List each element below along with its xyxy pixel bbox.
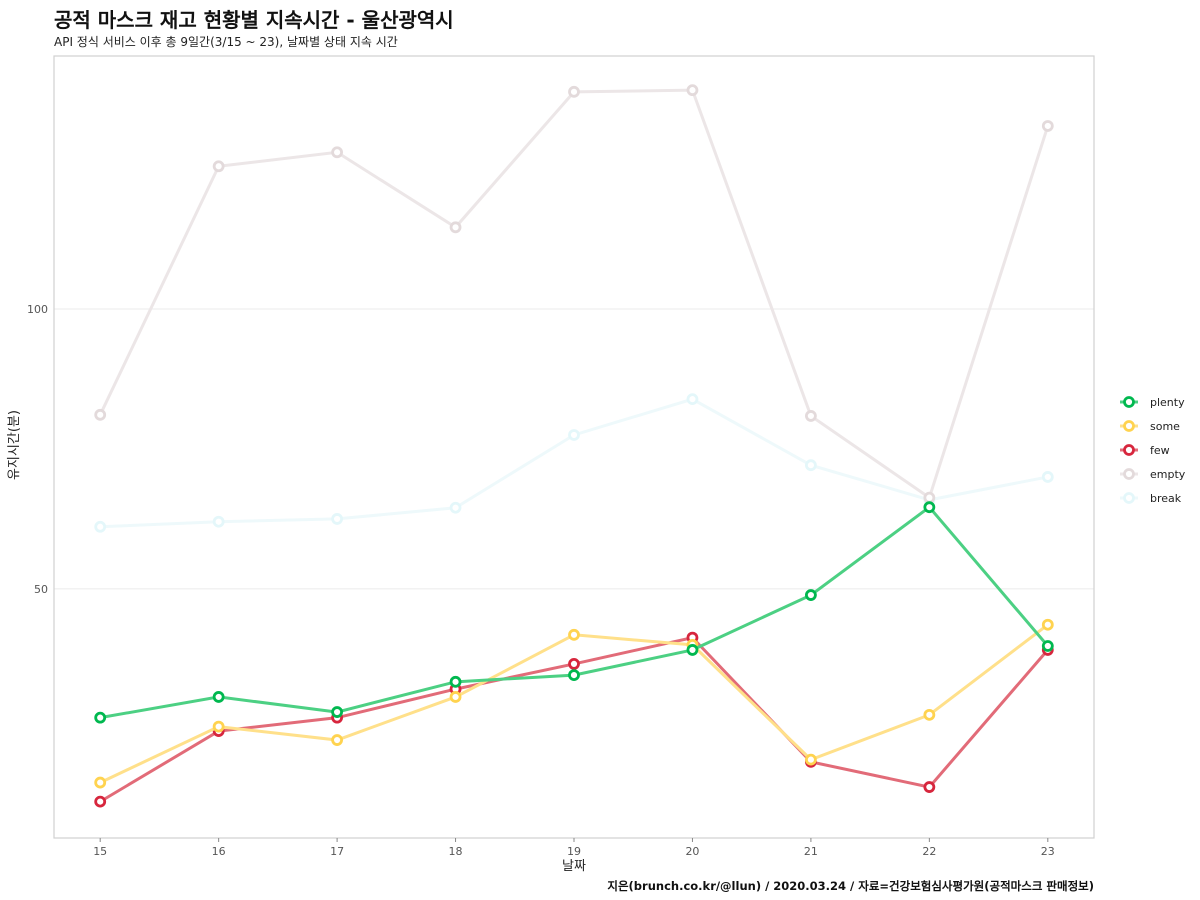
data-point-plenty — [923, 501, 936, 514]
series-some — [94, 618, 1054, 789]
chart-title: 공적 마스크 재고 현황별 지속시간 - 울산광역시 — [54, 8, 454, 32]
legend-item-some: some — [1120, 420, 1180, 433]
legend-label: few — [1150, 444, 1170, 457]
data-point-break — [686, 393, 699, 406]
chart-subtitle: API 정식 서비스 이후 총 9일간(3/15 ~ 23), 날짜별 상태 지… — [54, 35, 398, 49]
data-point-break — [449, 501, 462, 514]
data-point-empty — [805, 410, 817, 422]
legend-item-few: few — [1120, 444, 1170, 457]
data-point-plenty — [331, 706, 343, 718]
data-point-empty — [331, 146, 343, 159]
data-point-break — [1041, 471, 1054, 483]
data-point-some — [449, 691, 462, 703]
data-point-empty — [568, 85, 580, 98]
data-point-few — [568, 658, 580, 670]
x-tick-label: 21 — [804, 845, 818, 858]
x-axis-label: 날짜 — [562, 859, 586, 874]
data-point-break — [568, 429, 580, 441]
legend-label: plenty — [1150, 396, 1185, 409]
data-point-some — [1041, 618, 1054, 631]
data-point-empty — [449, 221, 462, 234]
data-point-empty — [923, 491, 936, 504]
legend-marker — [1123, 468, 1135, 480]
x-tick-label: 22 — [922, 845, 936, 858]
data-point-plenty — [568, 669, 580, 682]
data-point-plenty — [94, 711, 107, 724]
plot-panel-border — [53, 55, 1095, 839]
data-point-some — [212, 720, 225, 733]
x-tick-label: 18 — [449, 845, 463, 858]
x-tick-label: 17 — [330, 845, 344, 858]
chart-caption: 지은(brunch.co.kr/@llun) / 2020.03.24 / 자료… — [607, 879, 1094, 893]
data-point-some — [923, 708, 936, 721]
data-point-some — [805, 753, 817, 766]
series-few — [94, 631, 1054, 808]
legend-item-break: break — [1120, 492, 1182, 505]
data-point-some — [94, 776, 107, 789]
data-point-some — [331, 734, 343, 746]
series-line-some — [99, 623, 1049, 784]
series-plenty — [94, 501, 1054, 724]
legend-marker — [1123, 444, 1135, 456]
legend-label: some — [1150, 420, 1180, 433]
data-point-empty — [212, 160, 225, 173]
series-line-break — [100, 397, 1049, 529]
data-point-some — [568, 628, 580, 641]
x-tick-label: 15 — [93, 845, 107, 858]
y-tick-label: 100 — [27, 303, 48, 316]
data-point-plenty — [212, 691, 225, 703]
data-point-empty — [94, 408, 107, 421]
legend-label: empty — [1150, 468, 1186, 481]
x-tick-label: 19 — [567, 845, 581, 858]
legend-item-empty: empty — [1120, 468, 1186, 481]
x-tick-label: 16 — [212, 845, 226, 858]
series-line-plenty — [99, 505, 1049, 720]
data-point-few — [923, 781, 936, 793]
data-point-plenty — [805, 589, 817, 601]
data-point-plenty — [1041, 640, 1054, 652]
data-point-plenty — [449, 675, 462, 688]
legend-marker — [1123, 492, 1135, 504]
x-tick-label: 23 — [1041, 845, 1055, 858]
legend-marker — [1123, 396, 1135, 408]
data-point-few — [94, 795, 107, 808]
data-point-empty — [686, 84, 699, 97]
legend-label: break — [1150, 492, 1182, 505]
legend-marker — [1123, 420, 1135, 432]
data-point-plenty — [686, 644, 699, 656]
y-tick-label: 50 — [34, 583, 48, 596]
series-break — [94, 393, 1054, 533]
x-tick-label: 20 — [685, 845, 699, 858]
data-point-break — [94, 520, 107, 533]
y-axis-label: 유지시간(분) — [7, 410, 22, 480]
data-point-break — [805, 459, 817, 472]
series-empty — [94, 84, 1054, 504]
data-point-break — [212, 515, 225, 528]
data-point-empty — [1041, 120, 1054, 132]
legend-item-plenty: plenty — [1120, 396, 1185, 409]
data-point-break — [331, 513, 343, 525]
